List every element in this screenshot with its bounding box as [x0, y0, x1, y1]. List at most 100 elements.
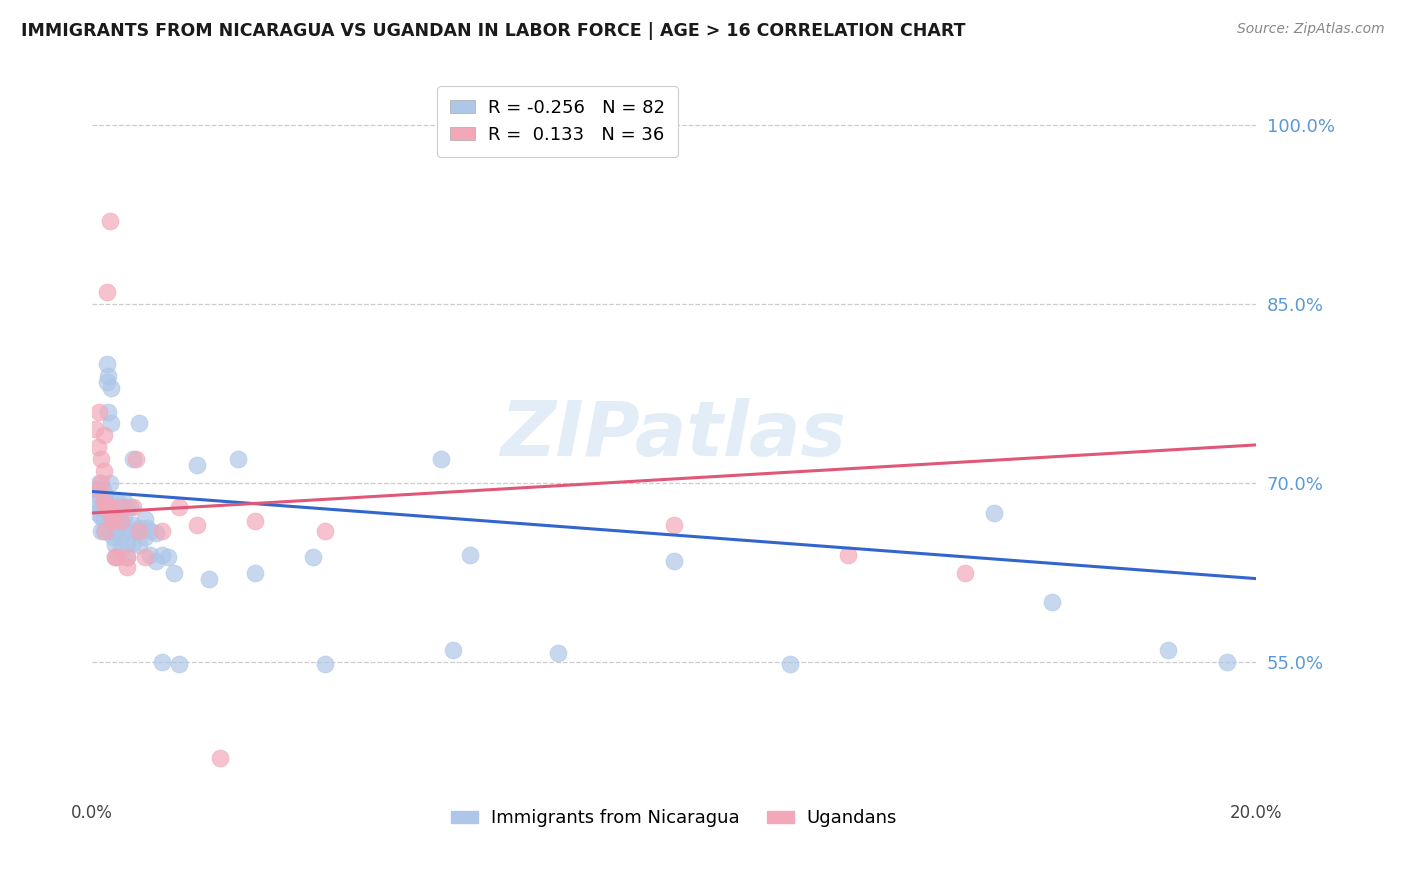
Point — [112, 494, 135, 508]
Point — [150, 548, 173, 562]
Point — [94, 488, 117, 502]
Point — [430, 452, 453, 467]
Point — [169, 657, 191, 672]
Point — [89, 500, 111, 514]
Point — [91, 482, 114, 496]
Point — [104, 526, 127, 541]
Point — [96, 357, 118, 371]
Point — [112, 512, 135, 526]
Point — [134, 512, 156, 526]
Point — [100, 381, 122, 395]
Point — [169, 500, 191, 514]
Point — [90, 524, 112, 538]
Point — [115, 550, 138, 565]
Point — [314, 657, 336, 672]
Point — [186, 517, 208, 532]
Point — [105, 550, 128, 565]
Point — [128, 538, 150, 552]
Point — [662, 554, 685, 568]
Point — [93, 464, 115, 478]
Legend: Immigrants from Nicaragua, Ugandans: Immigrants from Nicaragua, Ugandans — [444, 802, 904, 834]
Point — [110, 530, 132, 544]
Text: IMMIGRANTS FROM NICARAGUA VS UGANDAN IN LABOR FORCE | AGE > 16 CORRELATION CHART: IMMIGRANTS FROM NICARAGUA VS UGANDAN IN … — [21, 22, 966, 40]
Point — [145, 526, 167, 541]
Point — [145, 554, 167, 568]
Point — [93, 524, 115, 538]
Point — [134, 530, 156, 544]
Point — [90, 452, 112, 467]
Point — [128, 417, 150, 431]
Point — [110, 541, 132, 556]
Point — [110, 500, 132, 514]
Point — [98, 512, 121, 526]
Point — [115, 535, 138, 549]
Point — [1157, 643, 1180, 657]
Point — [837, 548, 859, 562]
Point — [105, 512, 128, 526]
Text: ZIPatlas: ZIPatlas — [501, 399, 846, 473]
Point — [115, 524, 138, 538]
Point — [90, 476, 112, 491]
Point — [94, 498, 117, 512]
Point — [97, 368, 120, 383]
Point — [89, 476, 111, 491]
Point — [662, 517, 685, 532]
Point — [115, 550, 138, 565]
Point — [128, 524, 150, 538]
Point — [94, 524, 117, 538]
Point — [84, 482, 107, 496]
Point — [107, 517, 129, 532]
Point — [128, 521, 150, 535]
Point — [107, 500, 129, 514]
Point — [100, 417, 122, 431]
Point — [122, 535, 145, 549]
Point — [89, 404, 111, 418]
Point — [98, 494, 121, 508]
Point — [243, 514, 266, 528]
Point — [104, 538, 127, 552]
Point — [226, 452, 249, 467]
Point — [122, 517, 145, 532]
Point — [98, 476, 121, 491]
Point — [94, 500, 117, 514]
Point — [779, 657, 801, 672]
Point — [104, 550, 127, 565]
Point — [156, 550, 179, 565]
Point — [96, 285, 118, 300]
Point — [150, 655, 173, 669]
Point — [93, 491, 115, 505]
Point — [302, 550, 325, 565]
Point — [115, 559, 138, 574]
Point — [96, 500, 118, 514]
Point — [100, 509, 122, 524]
Point — [87, 506, 110, 520]
Point — [101, 514, 124, 528]
Point — [122, 452, 145, 467]
Point — [209, 750, 232, 764]
Point — [125, 524, 148, 538]
Point — [90, 509, 112, 524]
Point — [110, 500, 132, 514]
Point — [93, 428, 115, 442]
Point — [97, 404, 120, 418]
Point — [87, 488, 110, 502]
Point — [110, 514, 132, 528]
Point — [101, 500, 124, 514]
Point — [197, 572, 219, 586]
Point — [101, 514, 124, 528]
Point — [139, 524, 162, 538]
Point — [139, 548, 162, 562]
Point — [186, 458, 208, 473]
Point — [150, 524, 173, 538]
Point — [104, 512, 127, 526]
Point — [547, 646, 569, 660]
Text: Source: ZipAtlas.com: Source: ZipAtlas.com — [1237, 22, 1385, 37]
Point — [162, 566, 184, 580]
Point — [93, 512, 115, 526]
Point — [96, 500, 118, 514]
Point — [1215, 655, 1237, 669]
Point — [314, 524, 336, 538]
Point — [98, 500, 121, 514]
Point — [983, 506, 1005, 520]
Point — [91, 500, 114, 514]
